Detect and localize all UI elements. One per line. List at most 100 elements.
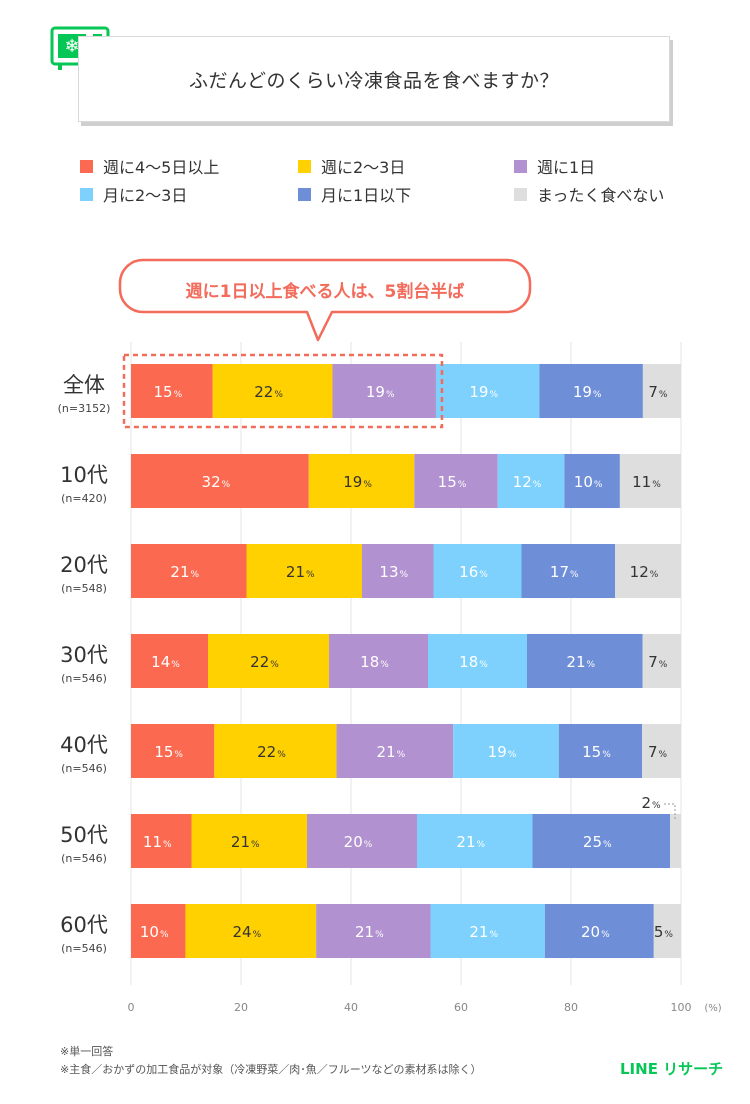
- bar-segment: [131, 634, 208, 688]
- bar-segment: [653, 904, 681, 958]
- bar-segment: [329, 634, 428, 688]
- row-label-0: 全体 (n=3152): [40, 369, 128, 415]
- bar-segment: [497, 454, 565, 508]
- bar-segment: [414, 454, 498, 508]
- row-label-6: 60代 (n=546): [40, 909, 128, 955]
- bar-segment: [527, 634, 643, 688]
- bar-segment: [453, 724, 559, 778]
- bar-segment: [131, 364, 213, 418]
- bar-segment: [558, 724, 643, 778]
- bar-segment: [131, 814, 192, 868]
- row-category: 20代: [60, 553, 108, 577]
- row-sample-size: (n=548): [61, 582, 107, 595]
- bar-segment: [642, 364, 681, 418]
- bar-segment: [433, 544, 522, 598]
- row-sample-size: (n=546): [61, 762, 107, 775]
- bar-segment: [435, 364, 540, 418]
- row-label-1: 10代 (n=420): [40, 459, 128, 505]
- row-sample-size: (n=3152): [57, 402, 111, 415]
- bar-segment: [208, 634, 329, 688]
- title-box: ふだんどのくらい冷凍食品を食べますか？: [78, 36, 670, 122]
- row-label-4: 40代 (n=546): [40, 729, 128, 775]
- bar-segment: [212, 364, 333, 418]
- footnote: ※主食／おかずの加工食品が対象（冷凍野菜／肉･魚／フルーツなどの素材系は除く）: [60, 1063, 482, 1076]
- legend-label: 週に4～5日以上: [103, 158, 220, 177]
- legend-swatch: [80, 159, 93, 173]
- row-sample-size: (n=420): [61, 492, 107, 505]
- bar-segment: [185, 904, 317, 958]
- legend-item-3: 月に2～3日: [80, 182, 187, 206]
- legend-item-5: まったく食べない: [514, 182, 664, 206]
- data-label: 2%: [641, 794, 661, 812]
- bar-segment: [336, 724, 454, 778]
- legend-label: 週に1日: [537, 158, 596, 177]
- bar-segment: [131, 454, 309, 508]
- row-category: 60代: [60, 913, 108, 937]
- row-sample-size: (n=546): [61, 942, 107, 955]
- bar-segment: [362, 544, 434, 598]
- bar-segment: [544, 904, 654, 958]
- legend-item-0: 週に4～5日以上: [80, 154, 219, 178]
- bar-segment: [307, 814, 417, 868]
- bar-segment: [214, 724, 337, 778]
- row-sample-size: (n=546): [61, 672, 107, 685]
- legend-label: 月に2～3日: [103, 186, 188, 205]
- bar-segment: [191, 814, 307, 868]
- x-tick-label: 80: [564, 1001, 578, 1014]
- bar-segment: [539, 364, 643, 418]
- x-unit-label: (%): [704, 1003, 721, 1014]
- x-tick-label: 60: [454, 1001, 468, 1014]
- brand-logo: LINE リサーチ: [620, 1060, 724, 1078]
- x-tick-label: 0: [128, 1001, 135, 1014]
- footnote: ※単一回答: [60, 1045, 114, 1058]
- bar-segment: [670, 814, 681, 868]
- legend-item-4: 月に1日以下: [298, 182, 411, 206]
- bar-segment: [521, 544, 615, 598]
- bar-segment: [131, 904, 186, 958]
- bar-segment: [532, 814, 670, 868]
- bar-segment: [642, 634, 681, 688]
- row-category: 10代: [60, 463, 108, 487]
- row-category: 40代: [60, 733, 108, 757]
- x-tick-label: 40: [344, 1001, 358, 1014]
- legend-swatch: [298, 187, 311, 201]
- legend-item-2: 週に1日: [514, 154, 595, 178]
- legend-swatch: [80, 187, 93, 201]
- bar-segment: [615, 544, 681, 598]
- bar-segment: [246, 544, 362, 598]
- row-sample-size: (n=546): [61, 852, 107, 865]
- row-label-5: 50代 (n=546): [40, 819, 128, 865]
- bar-segment: [642, 724, 681, 778]
- legend-label: まったく食べない: [537, 186, 665, 205]
- bar-segment: [564, 454, 620, 508]
- callout-text: 週に1日以上食べる人は、5割台半ば: [185, 281, 465, 302]
- bar-segment: [131, 544, 247, 598]
- bar-segment: [316, 904, 431, 958]
- bar-segment: [619, 454, 681, 508]
- legend-label: 週に2～3日: [321, 158, 406, 177]
- legend-swatch: [514, 159, 527, 173]
- leader-line: [664, 803, 676, 820]
- row-label-3: 30代 (n=546): [40, 639, 128, 685]
- row-category: 全体: [63, 373, 105, 397]
- callout-bubble: [118, 258, 532, 342]
- row-category: 50代: [60, 823, 108, 847]
- legend-label: 月に1日以下: [321, 186, 412, 205]
- legend-item-1: 週に2～3日: [298, 154, 405, 178]
- bar-segment: [308, 454, 415, 508]
- legend-swatch: [514, 187, 527, 201]
- bar-segment: [428, 634, 527, 688]
- highlight-box: [122, 353, 444, 429]
- row-category: 30代: [60, 643, 108, 667]
- legend-swatch: [298, 159, 311, 173]
- x-tick-label: 20: [234, 1001, 248, 1014]
- row-label-2: 20代 (n=548): [40, 549, 128, 595]
- bar-segment: [332, 364, 436, 418]
- bar-segment: [430, 904, 545, 958]
- bar-segment: [417, 814, 533, 868]
- chart-title: ふだんどのくらい冷凍食品を食べますか？: [189, 69, 559, 92]
- bar-segment: [131, 724, 215, 778]
- svg-text:❄: ❄: [64, 36, 79, 57]
- x-tick-label: 100: [671, 1001, 692, 1014]
